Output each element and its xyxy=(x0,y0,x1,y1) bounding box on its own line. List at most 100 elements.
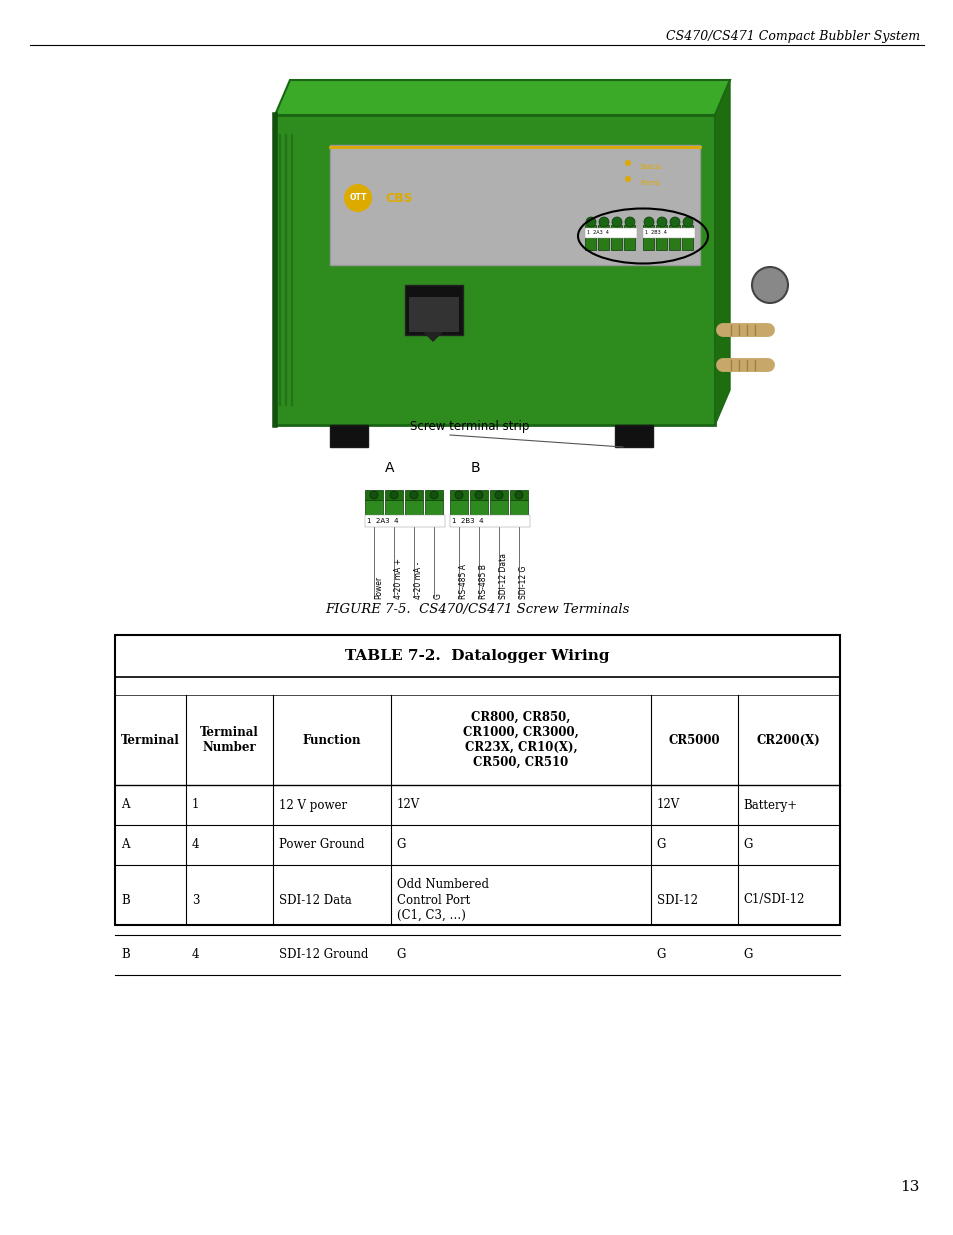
Bar xyxy=(405,285,462,335)
Bar xyxy=(365,515,444,527)
Text: 1  2B3  4: 1 2B3 4 xyxy=(644,231,666,236)
Text: 4: 4 xyxy=(192,839,199,851)
Text: A: A xyxy=(121,839,130,851)
Bar xyxy=(490,490,507,500)
Text: Terminal
Number: Terminal Number xyxy=(200,726,258,755)
Bar xyxy=(510,500,527,525)
Bar xyxy=(668,225,679,249)
Text: G: G xyxy=(657,839,665,851)
Text: Odd Numbered
Control Port
(C1, C3, …): Odd Numbered Control Port (C1, C3, …) xyxy=(396,878,488,921)
Polygon shape xyxy=(274,80,729,115)
Circle shape xyxy=(475,492,482,499)
Text: Terminal: Terminal xyxy=(121,734,180,746)
Text: CR800, CR850,
CR1000, CR3000,
CR23X, CR10(X),
CR500, CR510: CR800, CR850, CR1000, CR3000, CR23X, CR1… xyxy=(462,711,578,769)
Bar xyxy=(623,225,635,249)
Text: SDI-12 Data: SDI-12 Data xyxy=(278,893,351,906)
Bar xyxy=(274,115,714,425)
Text: C1/SDI-12: C1/SDI-12 xyxy=(742,893,804,906)
Bar xyxy=(365,490,382,500)
Text: 3: 3 xyxy=(192,893,199,906)
Text: RS-485 B: RS-485 B xyxy=(478,564,488,599)
Bar xyxy=(450,515,530,527)
Bar xyxy=(385,490,402,500)
Bar xyxy=(584,228,637,238)
Text: G: G xyxy=(396,839,406,851)
Text: TABLE 7-2.  Datalogger Wiring: TABLE 7-2. Datalogger Wiring xyxy=(345,650,609,663)
Text: SDI-12: SDI-12 xyxy=(657,893,698,906)
Circle shape xyxy=(344,184,372,212)
Text: 12V: 12V xyxy=(657,799,679,811)
Bar xyxy=(598,225,608,249)
Text: CS470/CS471 Compact Bubbler System: CS470/CS471 Compact Bubbler System xyxy=(665,30,919,43)
Bar xyxy=(681,225,692,249)
Text: Power: Power xyxy=(374,576,382,599)
Text: Function: Function xyxy=(302,734,360,746)
Circle shape xyxy=(669,217,679,227)
Bar xyxy=(409,296,458,332)
Bar xyxy=(450,490,468,500)
Text: 12 V power: 12 V power xyxy=(278,799,346,811)
Text: G: G xyxy=(396,948,406,962)
Text: 4-20 mA -: 4-20 mA - xyxy=(414,562,422,599)
Text: G: G xyxy=(434,593,442,599)
Bar xyxy=(330,425,368,447)
Bar xyxy=(584,225,596,249)
Text: B: B xyxy=(121,948,130,962)
Polygon shape xyxy=(422,332,442,342)
Bar xyxy=(610,225,621,249)
Circle shape xyxy=(430,492,437,499)
Text: CR200(X): CR200(X) xyxy=(756,734,820,746)
Bar xyxy=(385,500,402,525)
Circle shape xyxy=(598,217,608,227)
Text: 1: 1 xyxy=(192,799,199,811)
Text: 1  2A3  4: 1 2A3 4 xyxy=(367,517,398,524)
Circle shape xyxy=(495,492,502,499)
Bar xyxy=(470,490,488,500)
Bar xyxy=(405,500,422,525)
Circle shape xyxy=(370,492,377,499)
Text: 4: 4 xyxy=(192,948,199,962)
Bar xyxy=(424,490,442,500)
Text: B: B xyxy=(121,893,130,906)
Circle shape xyxy=(515,492,522,499)
Text: SDI-12 G: SDI-12 G xyxy=(518,566,527,599)
Text: 1  2A3  4: 1 2A3 4 xyxy=(586,231,608,236)
Circle shape xyxy=(624,177,630,182)
Circle shape xyxy=(624,161,630,165)
Bar xyxy=(424,500,442,525)
Circle shape xyxy=(612,217,621,227)
Bar xyxy=(115,635,840,925)
Text: OTT: OTT xyxy=(349,194,366,203)
Bar xyxy=(470,500,488,525)
Text: 12V: 12V xyxy=(396,799,419,811)
Text: CR5000: CR5000 xyxy=(668,734,720,746)
Bar xyxy=(642,225,654,249)
Bar xyxy=(365,500,382,525)
Text: A: A xyxy=(121,799,130,811)
Text: SDI-12 Ground: SDI-12 Ground xyxy=(278,948,368,962)
Bar xyxy=(490,500,507,525)
Bar xyxy=(450,500,468,525)
Circle shape xyxy=(410,492,417,499)
Bar xyxy=(656,225,666,249)
Text: Battery+: Battery+ xyxy=(742,799,797,811)
Circle shape xyxy=(585,217,596,227)
Circle shape xyxy=(455,492,462,499)
Circle shape xyxy=(643,217,654,227)
Circle shape xyxy=(751,267,787,303)
Bar xyxy=(510,490,527,500)
Text: RS-485 A: RS-485 A xyxy=(458,564,468,599)
Text: Status: Status xyxy=(639,164,661,170)
Circle shape xyxy=(682,217,692,227)
Text: Pump: Pump xyxy=(639,180,659,186)
Text: Power Ground: Power Ground xyxy=(278,839,364,851)
Text: 13: 13 xyxy=(900,1179,919,1194)
Text: CBS: CBS xyxy=(385,191,413,205)
Text: FIGURE 7-5.  CS470/CS471 Screw Terminals: FIGURE 7-5. CS470/CS471 Screw Terminals xyxy=(324,604,629,616)
Circle shape xyxy=(624,217,635,227)
Text: B: B xyxy=(470,461,479,475)
Polygon shape xyxy=(714,80,729,425)
Text: G: G xyxy=(657,948,665,962)
Text: 4-20 mA +: 4-20 mA + xyxy=(394,558,402,599)
Bar xyxy=(330,144,700,266)
